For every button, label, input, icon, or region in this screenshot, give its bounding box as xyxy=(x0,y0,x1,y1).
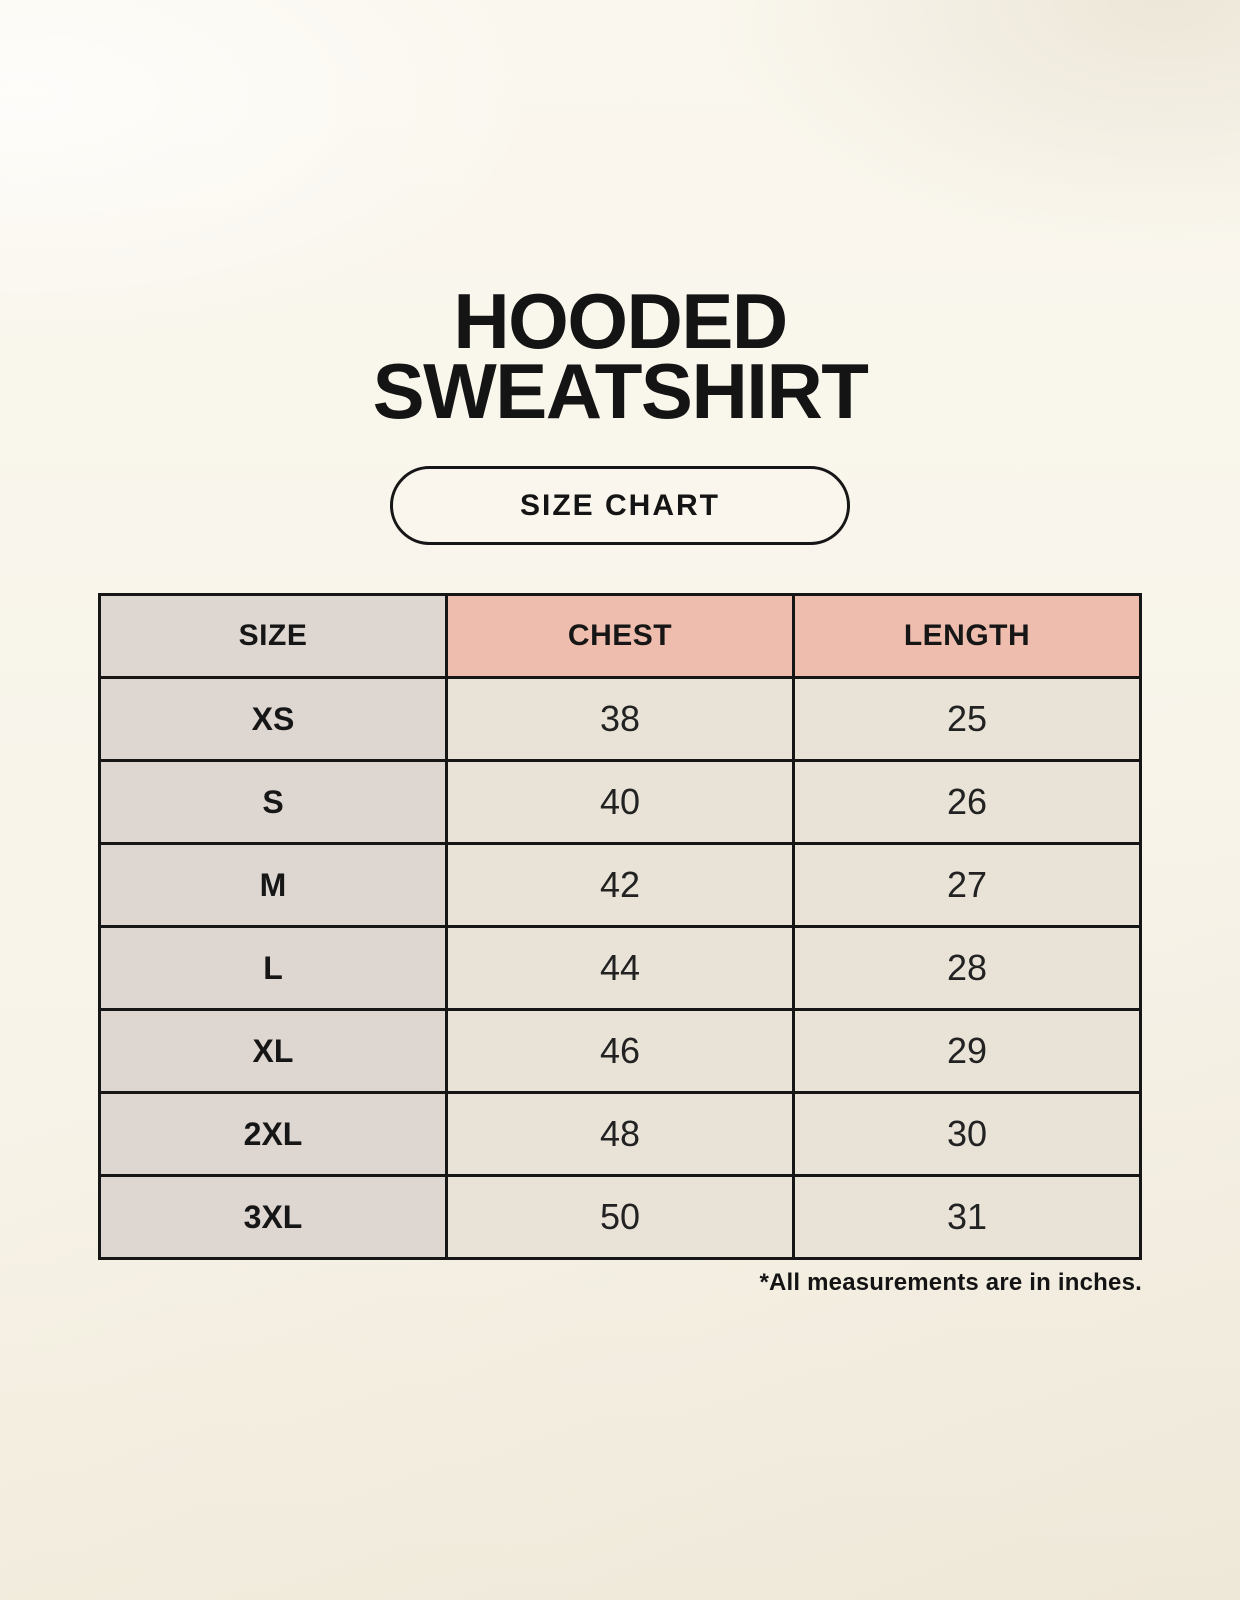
column-header-length: LENGTH xyxy=(792,593,1142,680)
length-value: 29 xyxy=(792,1008,1142,1095)
chest-value: 44 xyxy=(445,925,795,1012)
size-label: L xyxy=(98,925,448,1012)
page-title: HOODED SWEATSHIRT xyxy=(0,0,1240,436)
table-row: L 44 28 xyxy=(98,925,1142,1012)
size-label: S xyxy=(98,759,448,846)
size-table: SIZE CHEST LENGTH XS 38 25 S 40 26 M 42 … xyxy=(98,593,1142,1261)
column-header-size: SIZE xyxy=(98,593,448,680)
length-value: 26 xyxy=(792,759,1142,846)
size-label: XS xyxy=(98,676,448,763)
size-label: M xyxy=(98,842,448,929)
table-row: S 40 26 xyxy=(98,759,1142,846)
column-header-chest: CHEST xyxy=(445,593,795,680)
chest-value: 46 xyxy=(445,1008,795,1095)
size-chart-button-label: SIZE CHART xyxy=(520,488,720,522)
chest-value: 48 xyxy=(445,1091,795,1178)
length-value: 30 xyxy=(792,1091,1142,1178)
length-value: 25 xyxy=(792,676,1142,763)
length-value: 28 xyxy=(792,925,1142,1012)
table-row: 3XL 50 31 xyxy=(98,1174,1142,1261)
length-value: 31 xyxy=(792,1174,1142,1261)
chest-value: 50 xyxy=(445,1174,795,1261)
table-row: XL 46 29 xyxy=(98,1008,1142,1095)
size-label: XL xyxy=(98,1008,448,1095)
chest-value: 38 xyxy=(445,676,795,763)
chest-value: 42 xyxy=(445,842,795,929)
table-row: 2XL 48 30 xyxy=(98,1091,1142,1178)
table-header-row: SIZE CHEST LENGTH xyxy=(98,593,1142,680)
table-row: M 42 27 xyxy=(98,842,1142,929)
measurements-note: *All measurements are in inches. xyxy=(759,1269,1142,1297)
page-title-line-1: HOODED xyxy=(453,277,788,365)
size-label: 2XL xyxy=(98,1091,448,1178)
size-label: 3XL xyxy=(98,1174,448,1261)
length-value: 27 xyxy=(792,842,1142,929)
table-row: XS 38 25 xyxy=(98,676,1142,763)
chest-value: 40 xyxy=(445,759,795,846)
size-chart-button[interactable]: SIZE CHART xyxy=(390,466,850,546)
page-title-line-2: SWEATSHIRT xyxy=(372,347,869,436)
